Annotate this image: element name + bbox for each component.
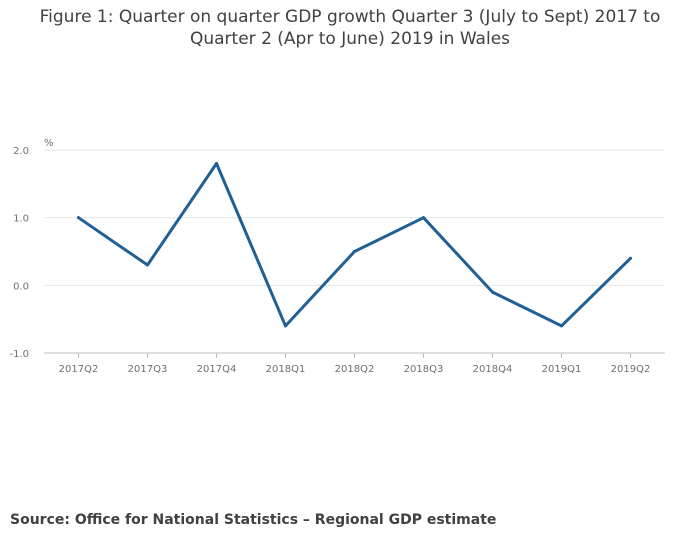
series-line: [77, 162, 632, 328]
x-tick-label: 2018Q2: [335, 364, 375, 375]
data-point: [146, 263, 149, 267]
chart-title-line-2: Quarter 2 (Apr to June) 2019 in Wales: [189, 29, 511, 49]
axes: 2.0 1.0 0.0 -1.0% 2017Q2 2017Q3 2017Q4 2018Q1 20…: [9, 138, 650, 375]
x-tick-label: 2019Q2: [611, 364, 651, 375]
series: [77, 162, 632, 328]
x-tick-label: 2018Q3: [404, 364, 444, 375]
data-point: [560, 324, 563, 328]
data-point: [491, 290, 494, 294]
source-note: Source: Office for National Statistics –…: [10, 512, 497, 528]
data-point: [353, 250, 356, 253]
y-tick-label: -1.0: [9, 349, 29, 360]
y-tick-label: 1.0: [13, 214, 29, 225]
x-tick-label: 2017Q2: [59, 364, 99, 375]
x-tick-label: 2019Q1: [542, 364, 582, 375]
chart-title-line-1: Figure 1: Quarter on quarter GDP growth …: [39, 7, 661, 27]
y-axis-label: %: [44, 138, 54, 149]
x-tick-label: 2018Q4: [473, 364, 513, 375]
chart-title: Figure 1: Quarter on quarter GDP growth …: [0, 6, 700, 50]
x-tick-label: 2017Q3: [128, 364, 168, 375]
data-point: [77, 216, 80, 220]
y-tick-label: 2.0: [13, 146, 29, 157]
data-point: [284, 324, 287, 328]
data-point: [629, 256, 632, 260]
data-point: [215, 162, 218, 166]
x-tick-label: 2018Q1: [266, 364, 306, 375]
data-point: [422, 216, 425, 220]
y-tick-label: 0.0: [13, 281, 29, 292]
x-tick-label: 2017Q4: [197, 364, 237, 375]
